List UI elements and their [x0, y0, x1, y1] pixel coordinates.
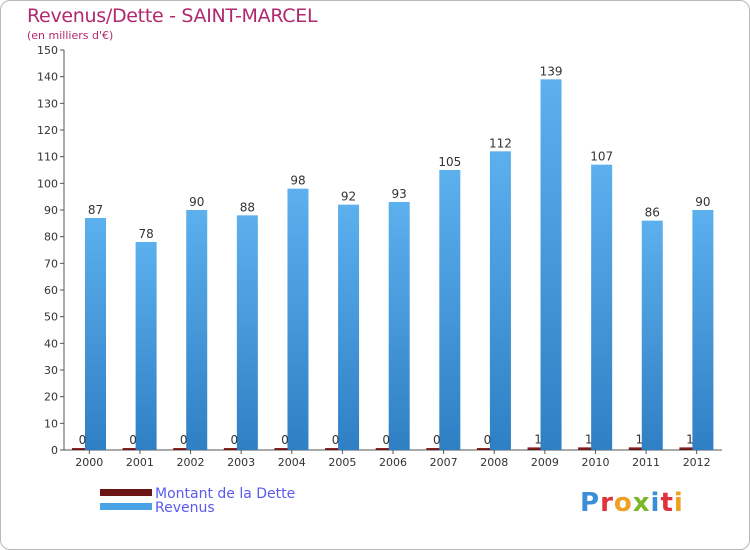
- bar-revenus: [489, 151, 511, 451]
- bar-dette-label: 1: [585, 432, 593, 446]
- bar-dette-label: 1: [686, 432, 694, 446]
- bar-revenus: [236, 215, 258, 450]
- bar-dette: [679, 447, 701, 450]
- legend-swatch: [100, 489, 152, 496]
- bar-dette-label: 0: [79, 433, 87, 447]
- bar-dette-label: 0: [180, 433, 188, 447]
- bar-dette: [375, 448, 397, 450]
- chart-title: Revenus/Dette - SAINT-MARCEL: [27, 5, 318, 27]
- y-tick-label: 40: [44, 337, 58, 350]
- x-tick-label: 2008: [480, 456, 508, 469]
- y-tick-label: 120: [37, 124, 58, 137]
- bar-dette: [72, 448, 93, 450]
- bar-dette: [223, 448, 245, 450]
- y-tick-label: 140: [37, 71, 58, 84]
- bar-dette-label: 0: [129, 433, 137, 447]
- x-tick-label: 2004: [278, 456, 306, 469]
- bar-revenus-label: 107: [590, 150, 613, 164]
- bar-revenus-label: 87: [88, 203, 103, 217]
- bar-revenus-label: 78: [138, 227, 153, 241]
- bar-dette: [578, 447, 600, 450]
- y-tick-label: 0: [51, 444, 58, 457]
- bar-dette: [325, 448, 347, 450]
- bar-revenus: [692, 210, 714, 450]
- bar-dette-label: 0: [281, 433, 289, 447]
- y-tick-label: 150: [37, 44, 58, 57]
- bar-revenus: [135, 242, 157, 450]
- bar-dette-label: 1: [635, 432, 643, 446]
- proxiti-logo: Proxiti: [580, 488, 684, 518]
- bar-revenus: [287, 188, 309, 450]
- logo-letter: t: [660, 488, 674, 518]
- bar-revenus: [186, 210, 208, 450]
- logo-letter: i: [673, 488, 684, 518]
- y-tick-label: 80: [44, 231, 58, 244]
- y-tick-label: 20: [44, 391, 58, 404]
- y-tick-label: 90: [44, 204, 58, 217]
- bar-dette-label: 0: [484, 433, 492, 447]
- bar-dette-label: 0: [332, 433, 340, 447]
- bar-dette: [122, 448, 144, 450]
- bar-dette-label: 1: [534, 432, 542, 446]
- bar-revenus: [439, 170, 461, 450]
- bar-dette: [274, 448, 296, 450]
- y-tick-label: 50: [44, 311, 58, 324]
- x-tick-label: 2010: [581, 456, 609, 469]
- x-tick-label: 2002: [177, 456, 205, 469]
- y-tick-label: 70: [44, 257, 58, 270]
- logo-letter: P: [580, 488, 601, 518]
- bar-dette: [527, 447, 549, 450]
- logo-letter: i: [650, 488, 661, 518]
- legend-label: Revenus: [155, 500, 215, 516]
- bar-revenus-label: 139: [540, 64, 563, 78]
- logo-letter: r: [600, 488, 614, 518]
- bar-revenus: [641, 220, 663, 450]
- x-tick-label: 2001: [126, 456, 154, 469]
- bar-revenus: [591, 164, 613, 450]
- bar-revenus-label: 90: [695, 195, 710, 209]
- bar-dette: [628, 447, 650, 450]
- x-tick-label: 2007: [430, 456, 458, 469]
- bar-revenus-label: 86: [645, 206, 660, 220]
- legend-label: Montant de la Dette: [155, 486, 295, 502]
- bar-revenus: [388, 202, 410, 450]
- y-tick-label: 110: [37, 151, 58, 164]
- bar-revenus: [85, 218, 106, 450]
- bar-dette-label: 0: [231, 433, 239, 447]
- bar-dette: [476, 448, 498, 450]
- logo-letter: o: [613, 488, 633, 518]
- y-tick-label: 60: [44, 284, 58, 297]
- y-tick-label: 30: [44, 364, 58, 377]
- x-tick-label: 2012: [683, 456, 711, 469]
- y-tick-label: 100: [37, 177, 58, 190]
- bar-revenus-label: 105: [438, 155, 461, 169]
- x-tick-label: 2003: [227, 456, 255, 469]
- chart-subtitle: (en milliers d'€): [27, 29, 114, 42]
- bar-revenus: [540, 79, 562, 450]
- y-tick-label: 130: [37, 97, 58, 110]
- bar-revenus-label: 93: [392, 187, 407, 201]
- bar-revenus-label: 98: [290, 174, 305, 188]
- logo-letter: x: [632, 488, 651, 518]
- bar-revenus-label: 112: [489, 136, 512, 150]
- bar-dette-label: 0: [433, 433, 441, 447]
- bar-revenus-label: 88: [240, 200, 255, 214]
- x-tick-label: 2009: [531, 456, 559, 469]
- bar-revenus: [338, 204, 360, 450]
- bar-dette: [426, 448, 448, 450]
- bar-revenus-label: 92: [341, 190, 356, 204]
- x-tick-label: 2011: [632, 456, 660, 469]
- bar-dette: [173, 448, 195, 450]
- legend-swatch: [100, 503, 152, 510]
- x-tick-label: 2005: [328, 456, 356, 469]
- bar-revenus-label: 90: [189, 195, 204, 209]
- bar-dette-label: 0: [382, 433, 390, 447]
- y-tick-label: 10: [44, 417, 58, 430]
- x-tick-label: 2006: [379, 456, 407, 469]
- x-tick-label: 2000: [75, 456, 103, 469]
